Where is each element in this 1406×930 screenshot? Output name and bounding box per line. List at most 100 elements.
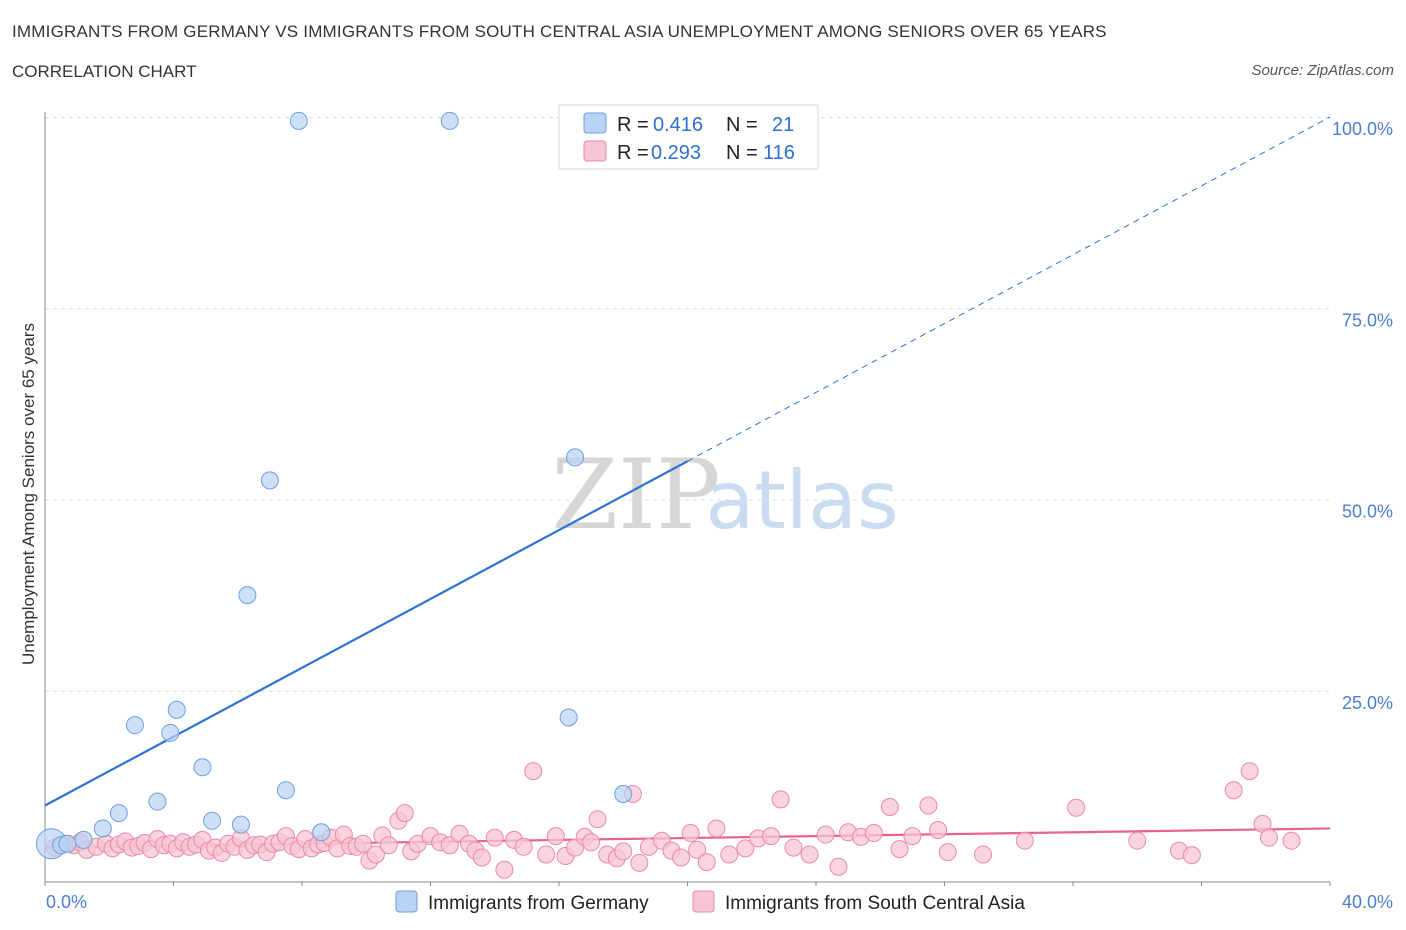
data-point-south-central-asia [630, 853, 649, 872]
legend-swatch-germany [583, 112, 607, 134]
data-point-south-central-asia [697, 853, 716, 872]
chart-subtitle: CORRELATION CHART [12, 62, 197, 81]
data-point-south-central-asia [546, 827, 565, 846]
data-point-south-central-asia [707, 819, 726, 838]
data-point-south-central-asia [919, 796, 938, 815]
trend-line-germany [44, 460, 689, 807]
data-point-south-central-asia [582, 833, 601, 852]
data-point-germany [276, 781, 295, 800]
data-point-germany [93, 819, 112, 838]
chart-title: IMMIGRANTS FROM GERMANY VS IMMIGRANTS FR… [12, 22, 1107, 41]
data-point-germany [203, 811, 222, 830]
data-point-south-central-asia [974, 845, 993, 864]
grid-lines [45, 117, 1330, 692]
y-axis-label: Unemployment Among Seniors over 65 years [19, 323, 38, 665]
data-point-south-central-asia [672, 848, 691, 867]
series-legend: Immigrants from Germany Immigrants from … [395, 890, 1025, 914]
data-point-south-central-asia [1067, 798, 1086, 817]
data-point-south-central-asia [736, 839, 755, 858]
watermark: ZIP atlas [551, 439, 898, 551]
data-point-south-central-asia [1224, 781, 1243, 800]
x-tick-label: 0.0% [46, 892, 87, 912]
legend-r-label-south-central-asia: R = [617, 142, 649, 164]
x-tick-labels: 0.0% 40.0% [46, 892, 1393, 912]
data-point-south-central-asia [588, 810, 607, 829]
data-point-south-central-asia [1128, 831, 1147, 850]
source-note: Source: ZipAtlas.com [1251, 62, 1394, 79]
data-point-south-central-asia [379, 836, 398, 855]
data-point-south-central-asia [472, 848, 491, 867]
data-point-south-central-asia [354, 834, 373, 853]
data-point-south-central-asia [816, 825, 835, 844]
data-point-south-central-asia [495, 860, 514, 879]
data-point-germany [109, 804, 128, 823]
legend-r-label-germany: R = [617, 114, 649, 136]
watermark-atlas: atlas [705, 454, 898, 547]
data-point-germany [566, 448, 585, 467]
bottom-legend-label-germany[interactable]: Immigrants from Germany [428, 893, 649, 914]
data-point-south-central-asia [485, 828, 504, 847]
data-point-south-central-asia [864, 824, 883, 843]
data-point-south-central-asia [929, 820, 948, 839]
data-point-south-central-asia [762, 827, 781, 846]
legend-r-value-south-central-asia: 0.293 [651, 142, 701, 164]
bottom-legend-swatch-germany[interactable] [395, 890, 418, 913]
data-point-south-central-asia [720, 845, 739, 864]
data-point-germany [312, 823, 331, 842]
legend-r-value-germany: 0.416 [653, 114, 703, 136]
y-tick-label: 50.0% [1342, 502, 1393, 522]
data-point-south-central-asia [688, 840, 707, 859]
bottom-legend-swatch-south-central-asia[interactable] [692, 890, 715, 913]
x-tick-label: 40.0% [1342, 892, 1393, 912]
data-point-germany [440, 111, 459, 130]
data-point-south-central-asia [880, 798, 899, 817]
y-tick-label: 75.0% [1342, 310, 1393, 330]
axes [44, 112, 1331, 886]
y-tick-labels: 25.0% 50.0% 75.0% 100.0% [1332, 119, 1393, 713]
data-point-germany [238, 586, 257, 605]
data-point-south-central-asia [829, 857, 848, 876]
series-germany [35, 111, 633, 860]
data-point-germany [231, 815, 250, 834]
data-point-germany [125, 716, 144, 735]
data-point-south-central-asia [1182, 846, 1201, 865]
data-point-south-central-asia [771, 790, 790, 809]
data-point-germany [614, 785, 633, 804]
series-south-central-asia [45, 762, 1301, 879]
legend-n-label-germany: N = [726, 114, 758, 136]
data-point-south-central-asia [440, 836, 459, 855]
data-point-germany [260, 471, 279, 490]
y-tick-label: 25.0% [1342, 693, 1393, 713]
data-point-germany [167, 700, 186, 719]
data-point-south-central-asia [1259, 828, 1278, 847]
bottom-legend-label-south-central-asia[interactable]: Immigrants from South Central Asia [725, 893, 1025, 914]
trend-line-germany-extension [687, 116, 1331, 462]
data-point-south-central-asia [681, 824, 700, 843]
stats-legend: R = 0.416 N = 21 R = 0.293 N = 116 [558, 104, 819, 170]
data-point-south-central-asia [514, 837, 533, 856]
data-point-germany [161, 723, 180, 742]
data-point-germany [559, 708, 578, 727]
legend-n-value-south-central-asia: 116 [763, 142, 795, 164]
data-point-south-central-asia [903, 827, 922, 846]
legend-n-value-germany: 21 [772, 114, 794, 136]
data-point-south-central-asia [938, 843, 957, 862]
data-point-south-central-asia [784, 838, 803, 857]
legend-swatch-south-central-asia [583, 140, 607, 162]
data-point-south-central-asia [890, 840, 909, 859]
data-point-germany [193, 758, 212, 777]
data-point-south-central-asia [537, 845, 556, 864]
data-point-south-central-asia [1015, 831, 1034, 850]
data-point-germany [148, 792, 167, 811]
data-point-south-central-asia [1240, 762, 1259, 781]
data-point-germany [58, 834, 77, 853]
data-point-south-central-asia [366, 845, 385, 864]
data-point-south-central-asia [524, 762, 543, 781]
legend-n-label-south-central-asia: N = [726, 142, 758, 164]
data-point-south-central-asia [1282, 831, 1301, 850]
data-point-south-central-asia [395, 804, 414, 823]
y-tick-label: 100.0% [1332, 119, 1393, 139]
data-point-germany [74, 830, 93, 849]
data-point-germany [289, 111, 308, 130]
